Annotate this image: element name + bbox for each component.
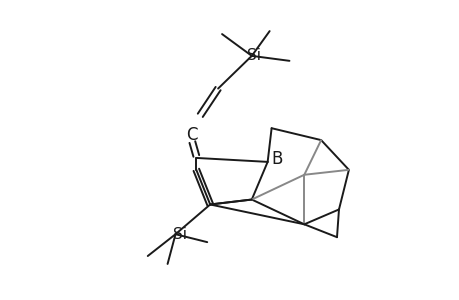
Text: Si: Si [246, 48, 260, 63]
Text: B: B [271, 150, 283, 168]
Text: C: C [186, 126, 198, 144]
Text: Si: Si [173, 227, 187, 242]
